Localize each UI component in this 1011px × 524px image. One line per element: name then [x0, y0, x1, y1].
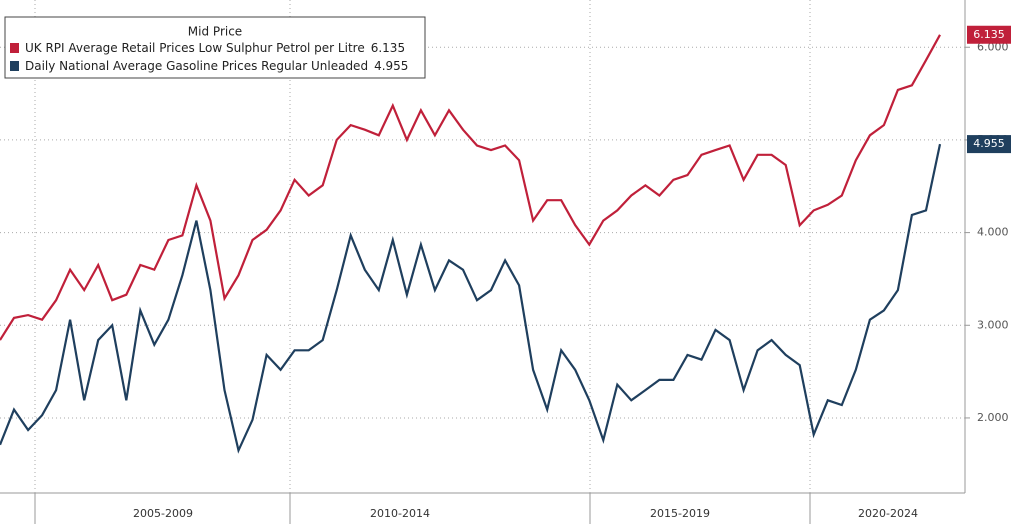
legend-value: 4.955: [374, 59, 408, 73]
legend-label: UK RPI Average Retail Prices Low Sulphur…: [25, 41, 405, 55]
series-line: [0, 143, 942, 454]
legend-swatch: [10, 61, 19, 71]
last-value-label: 4.955: [973, 137, 1005, 150]
series-line: [0, 34, 941, 341]
legend-name: UK RPI Average Retail Prices Low Sulphur…: [25, 41, 365, 55]
legend-swatch: [10, 43, 19, 53]
x-tick-label: 2005-2009: [133, 507, 193, 520]
last-value-tag: [967, 135, 1011, 154]
y-tick-label: 3.000: [977, 318, 1009, 331]
legend: [4, 16, 426, 79]
legend-title: Mid Price: [188, 25, 242, 39]
last-value-label: 6.135: [973, 28, 1005, 41]
x-tick-label: 2020-2024: [858, 507, 918, 520]
y-tick-label: 4.000: [977, 226, 1009, 239]
legend-name: Daily National Average Gasoline Prices R…: [25, 59, 368, 73]
legend-label: Daily National Average Gasoline Prices R…: [25, 59, 408, 73]
last-value-tag: [967, 25, 1011, 44]
y-tick-label: 2.000: [977, 411, 1009, 424]
legend-value: 6.135: [371, 41, 405, 55]
x-tick-label: 2015-2019: [650, 507, 710, 520]
x-tick-label: 2010-2014: [370, 507, 430, 520]
